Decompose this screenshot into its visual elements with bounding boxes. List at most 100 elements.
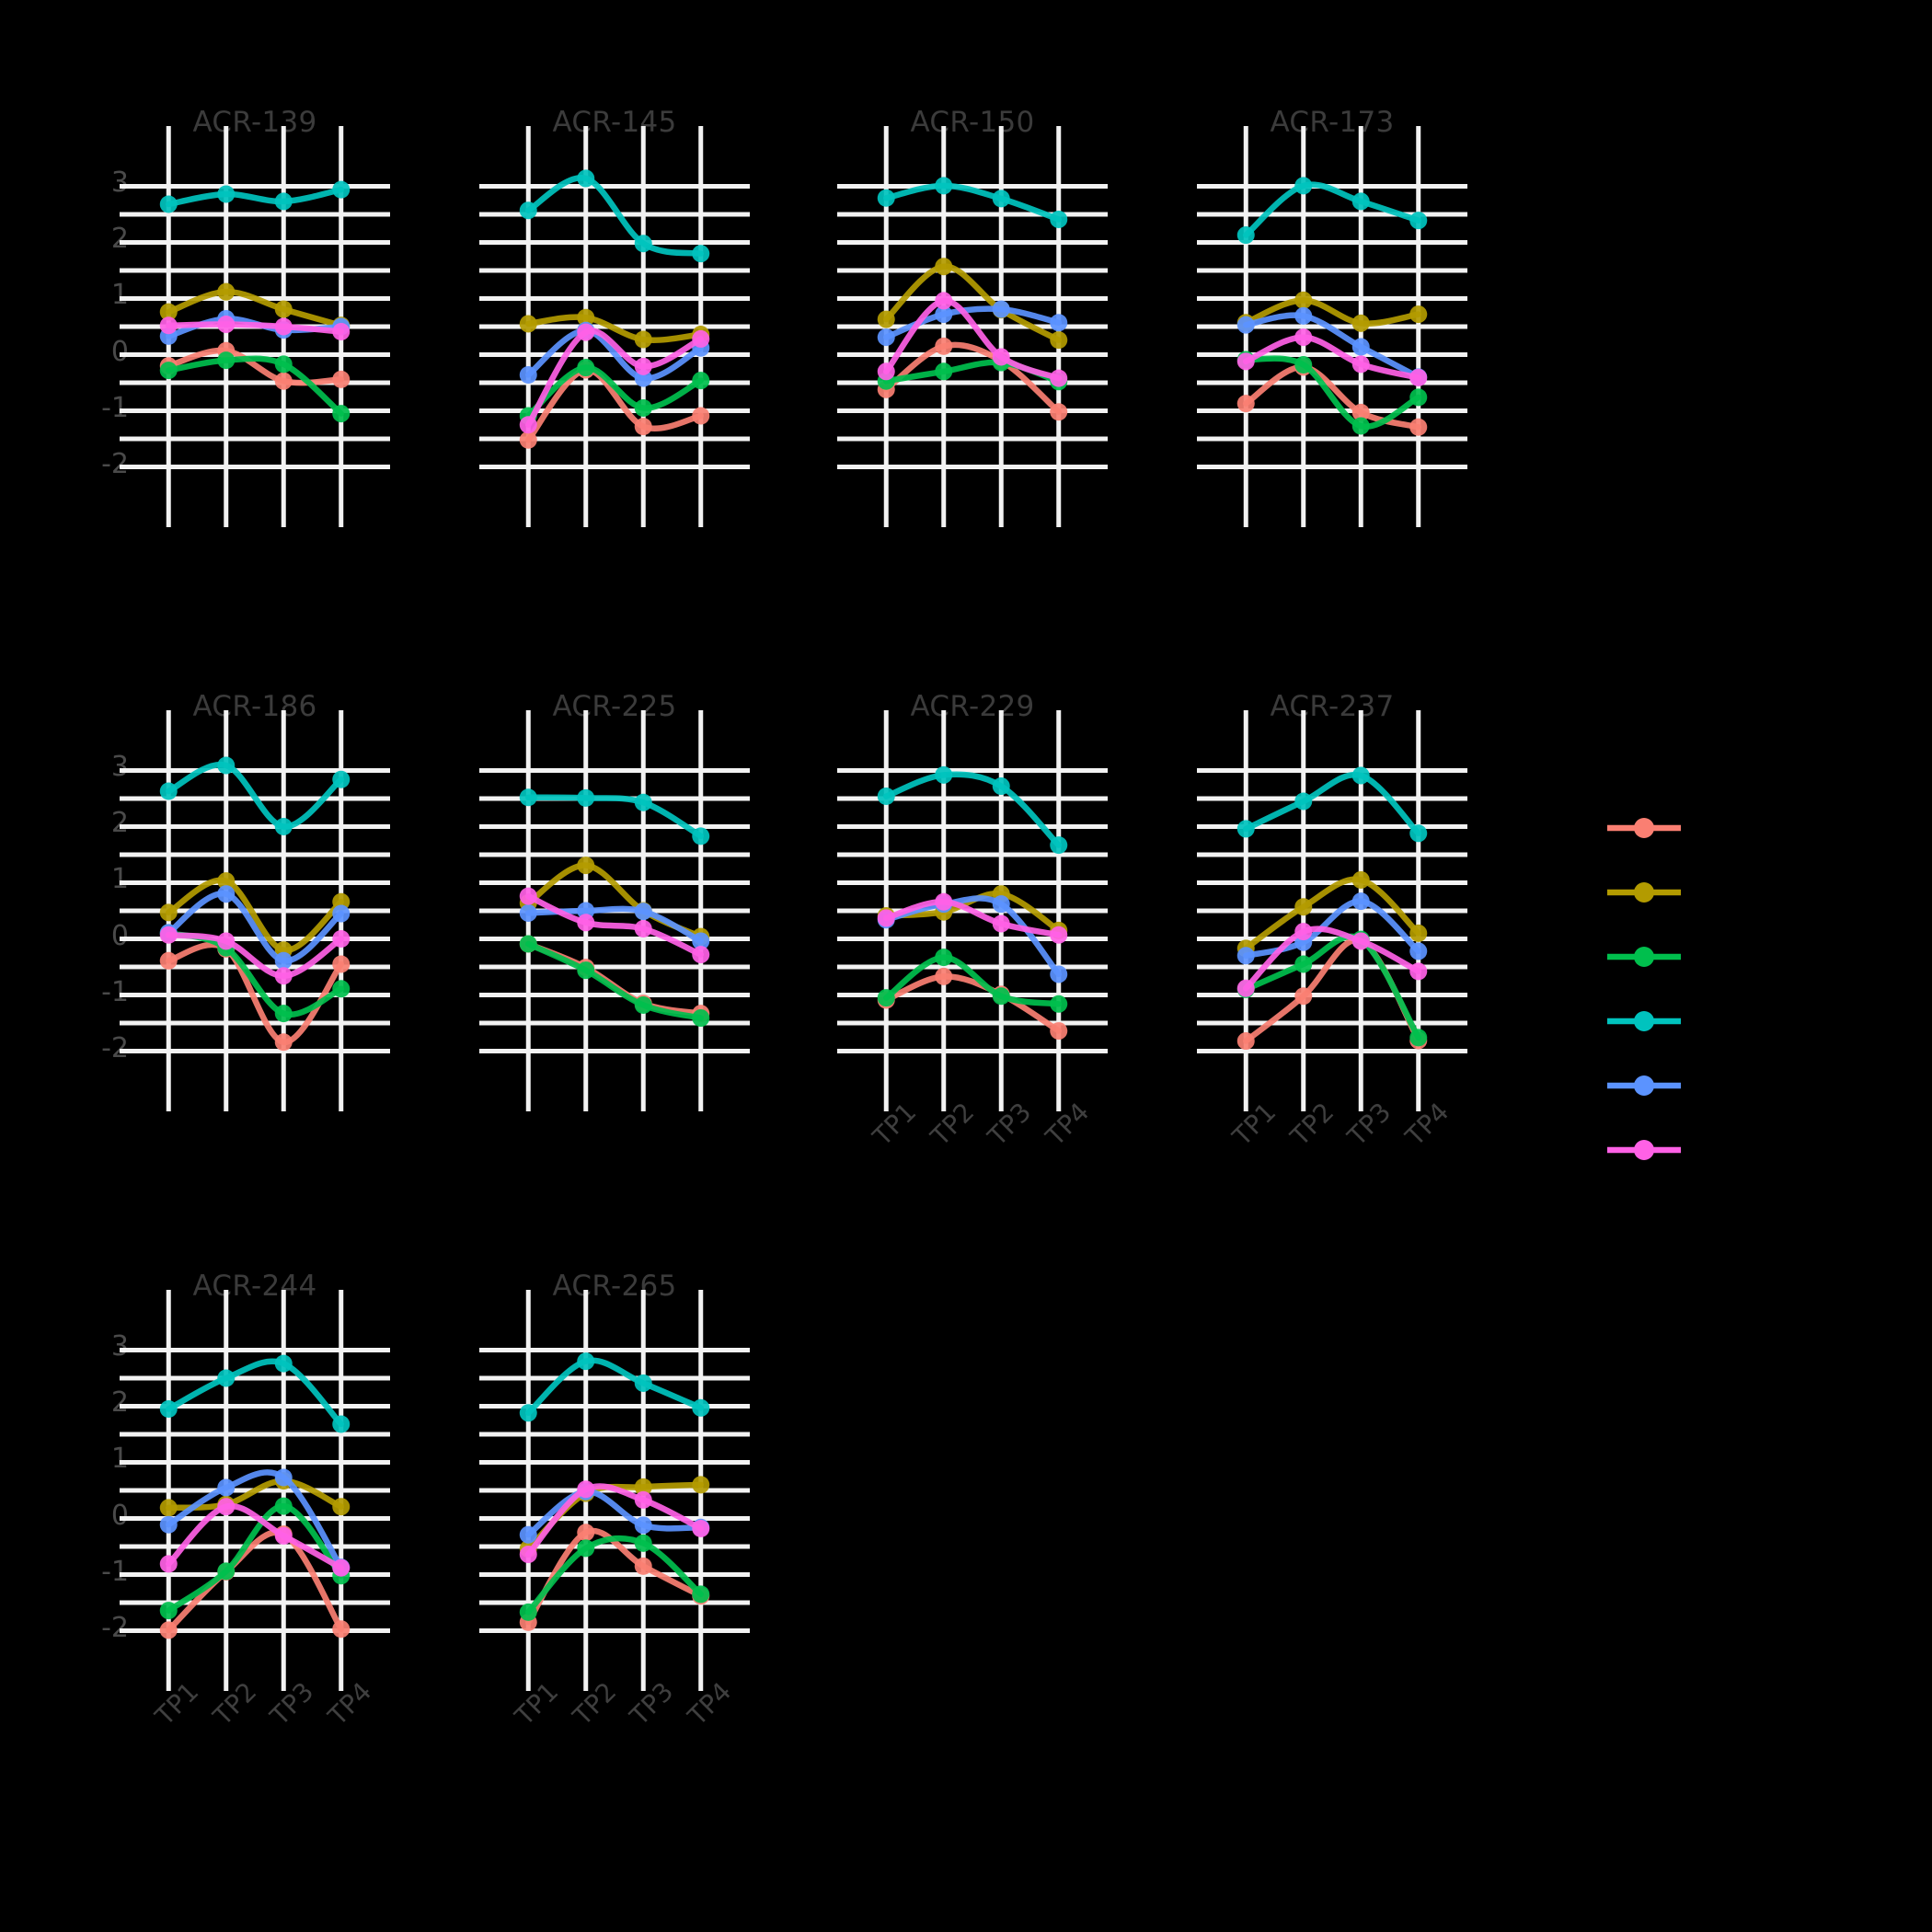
series-line-6 — [519, 323, 710, 434]
series-line-1 — [519, 361, 710, 449]
data-point — [634, 996, 652, 1015]
data-point — [1294, 987, 1313, 1006]
data-point — [1351, 355, 1370, 374]
y-axis-tick-label: -1 — [101, 975, 129, 1008]
series-line-4 — [519, 169, 710, 263]
data-point — [1050, 836, 1068, 855]
plot-area — [1197, 710, 1467, 1111]
plot-area — [479, 126, 750, 527]
data-point — [935, 337, 953, 355]
data-point — [1050, 403, 1068, 421]
data-point — [692, 827, 710, 845]
facet-panel: ACR-139 3 2 1 0 -1 -2 — [48, 106, 407, 621]
facet-panel: ACR-150 — [765, 106, 1124, 621]
data-point — [159, 1602, 178, 1620]
panel-title: ACR-173 — [1270, 106, 1395, 139]
data-point — [519, 788, 537, 807]
data-point — [519, 1404, 537, 1422]
data-point — [274, 300, 293, 318]
data-point — [577, 961, 595, 980]
legend-item-6[interactable] — [1605, 1132, 1683, 1168]
data-point — [692, 1009, 710, 1028]
data-point — [1050, 314, 1068, 332]
series-line-4 — [1236, 177, 1428, 245]
data-point — [1236, 395, 1255, 413]
panel-title: ACR-225 — [552, 690, 677, 723]
panel-title: ACR-145 — [552, 106, 677, 139]
data-point — [935, 765, 953, 784]
series-line-6 — [519, 887, 710, 964]
legend-marker — [1634, 882, 1654, 903]
data-point — [577, 788, 595, 807]
y-axis-tick-label: 1 — [110, 279, 129, 312]
series-line-6 — [159, 316, 351, 340]
data-point — [935, 949, 953, 967]
data-point — [332, 1620, 351, 1639]
y-axis-tick-label: 0 — [110, 335, 129, 368]
series-line-4 — [519, 1352, 710, 1422]
data-point — [992, 895, 1010, 914]
data-point — [634, 357, 652, 375]
facet-panel: ACR-244 3 2 1 0 -1 -2 TP1 TP2 TP3 TP4 — [48, 1270, 407, 1785]
legend-item-1[interactable] — [1605, 810, 1683, 846]
data-point — [1050, 1022, 1068, 1041]
data-point — [159, 316, 178, 335]
legend-marker — [1634, 1011, 1654, 1031]
facet-panel: ACR-225 — [408, 690, 766, 1205]
data-point — [274, 192, 293, 211]
data-point — [1351, 338, 1370, 356]
data-point — [692, 1585, 710, 1604]
data-point — [519, 315, 537, 333]
data-point — [332, 1558, 351, 1577]
y-axis-tick-label: -1 — [101, 391, 129, 424]
data-point — [274, 1005, 293, 1023]
facet-panel: ACR-237 TP1 TP2 TP3 TP4 — [1125, 690, 1484, 1205]
data-point — [1294, 306, 1313, 325]
series-line-6 — [1236, 328, 1428, 387]
data-point — [332, 370, 351, 388]
data-point — [1294, 898, 1313, 916]
plot-area — [120, 126, 390, 527]
data-point — [1050, 210, 1068, 228]
data-point — [332, 904, 351, 923]
data-point — [577, 359, 595, 377]
data-point — [577, 1524, 595, 1542]
legend-marker — [1634, 947, 1654, 967]
data-point — [935, 967, 953, 985]
panel-title: ACR-265 — [552, 1270, 677, 1303]
data-point — [217, 1498, 236, 1516]
data-point — [1294, 291, 1313, 309]
plot-area — [479, 710, 750, 1111]
data-point — [1236, 352, 1255, 371]
data-point — [332, 1498, 351, 1516]
facet-panel: ACR-229 TP1 TP2 TP3 TP4 — [765, 690, 1124, 1205]
legend-item-2[interactable] — [1605, 874, 1683, 911]
data-point — [274, 951, 293, 970]
data-point — [1294, 923, 1313, 941]
data-point — [217, 1369, 236, 1387]
series-line-6 — [159, 1498, 351, 1577]
data-point — [1351, 417, 1370, 435]
data-point — [1351, 932, 1370, 950]
data-point — [217, 282, 236, 301]
plot-area — [479, 1290, 750, 1691]
legend-item-5[interactable] — [1605, 1067, 1683, 1104]
data-point — [634, 1374, 652, 1392]
data-point — [877, 989, 895, 1007]
data-point — [935, 305, 953, 324]
y-axis-tick-label: -2 — [101, 447, 129, 480]
legend-item-4[interactable] — [1605, 1003, 1683, 1040]
data-point — [159, 1621, 178, 1639]
data-point — [217, 756, 236, 775]
data-point — [274, 355, 293, 374]
legend-item-3[interactable] — [1605, 938, 1683, 975]
data-point — [1409, 305, 1428, 324]
data-point — [1236, 820, 1255, 838]
data-point — [1236, 1032, 1255, 1051]
data-point — [992, 348, 1010, 366]
data-point — [877, 189, 895, 207]
data-point — [634, 1490, 652, 1509]
data-point — [217, 1478, 236, 1497]
panel-title: ACR-237 — [1270, 690, 1395, 723]
data-point — [1351, 314, 1370, 332]
